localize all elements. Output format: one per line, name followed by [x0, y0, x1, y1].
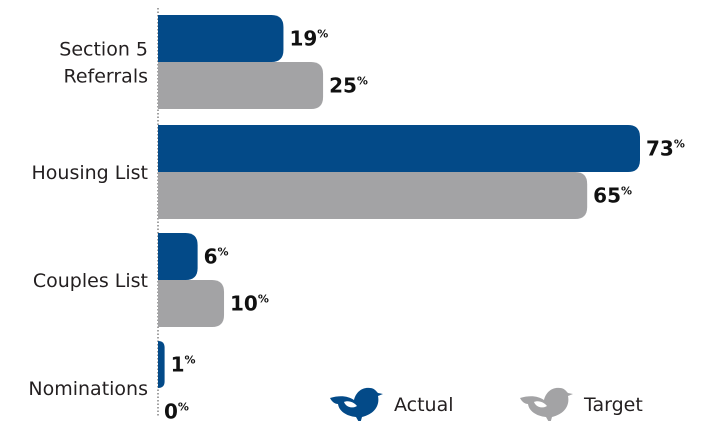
category-label-section-5: Section 5	[59, 39, 148, 61]
bar-actual-nominations	[158, 341, 165, 388]
value-label-actual-housing-list: 73%	[646, 137, 685, 161]
value-label-actual-nominations: 1%	[171, 353, 196, 377]
category-labels: Section 5 Referrals Housing List Couples Li…	[28, 39, 148, 401]
bar-target-housing-list	[158, 172, 588, 219]
bar-actual-couples-list	[158, 233, 198, 280]
value-label-target-section-5-referrals: 25%	[329, 74, 368, 98]
category-label-couples-list: Couples List	[33, 270, 148, 292]
legend-label-target: Target	[583, 394, 643, 416]
bars	[158, 15, 640, 388]
value-label-target-couples-list: 10%	[230, 292, 269, 316]
category-label-nominations: Nominations	[28, 378, 148, 400]
legend-item-target: Target	[520, 387, 643, 421]
bird-icon	[330, 387, 383, 421]
data-labels: 19%25% 73% 65% 6%10% 1% 0%	[164, 27, 685, 421]
bar-actual-section-5-referrals	[158, 15, 284, 62]
bar-actual-housing-list	[158, 125, 640, 172]
value-label-target-housing-list: 65%	[593, 184, 632, 208]
bird-icon	[520, 387, 573, 421]
value-label-actual-section-5-referrals: 19%	[289, 27, 328, 51]
category-label-referrals: Referrals	[63, 66, 148, 88]
bar-target-section-5-referrals	[158, 62, 324, 109]
legend-label-actual: Actual	[394, 394, 454, 416]
legend: Actual Target	[330, 387, 643, 421]
bar-target-couples-list	[158, 280, 225, 327]
category-label-housing-list: Housing List	[32, 162, 149, 184]
value-label-actual-couples-list: 6%	[204, 245, 229, 269]
legend-item-actual: Actual	[330, 387, 454, 421]
value-label-target-nominations: 0%	[164, 400, 189, 421]
